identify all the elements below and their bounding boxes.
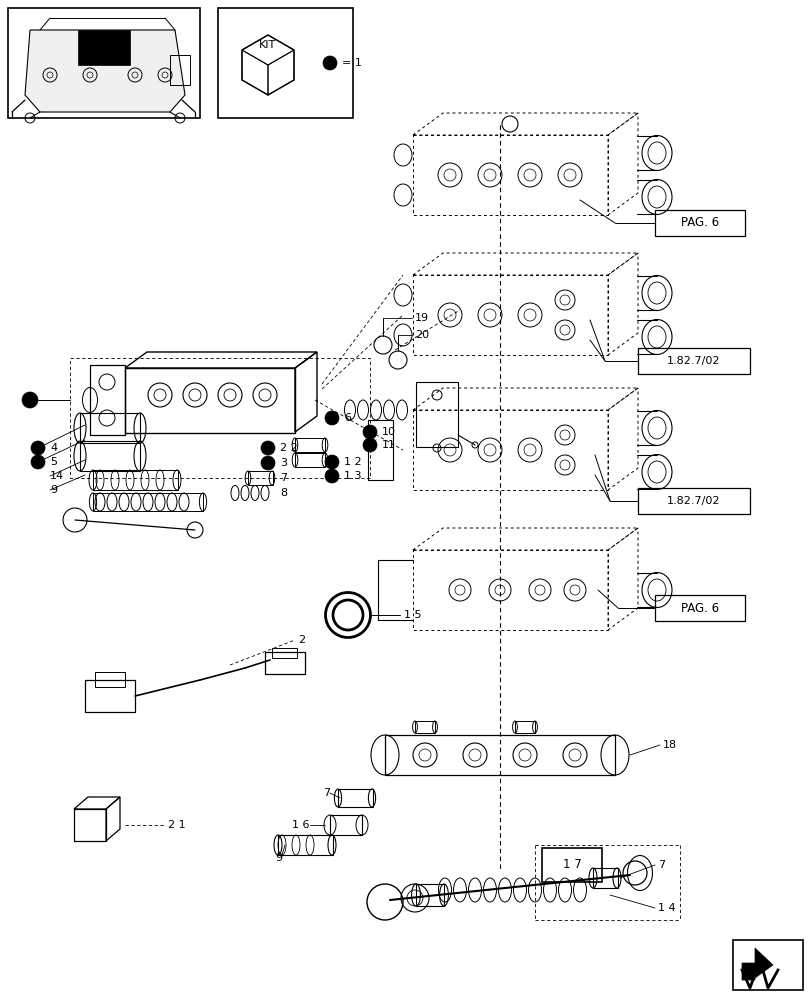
Text: 9: 9	[275, 853, 281, 863]
Text: 7: 7	[657, 860, 664, 870]
Bar	[217, 8, 353, 118]
Circle shape	[260, 456, 275, 470]
Bar	[637, 348, 749, 374]
Bar	[74, 809, 106, 841]
Polygon shape	[741, 948, 772, 980]
Text: 18: 18	[663, 740, 676, 750]
Bar	[264, 652, 305, 674]
Bar	[413, 550, 607, 630]
Bar	[415, 884, 444, 906]
Text: KIT: KIT	[259, 40, 277, 50]
Bar	[247, 471, 272, 485]
Circle shape	[324, 411, 338, 425]
Bar	[337, 789, 372, 807]
Bar	[93, 493, 203, 511]
Bar	[413, 275, 607, 355]
Bar	[125, 368, 294, 433]
Bar	[294, 453, 324, 467]
Bar	[637, 488, 749, 514]
Bar	[413, 410, 607, 490]
Text: 6: 6	[344, 413, 350, 423]
Circle shape	[363, 425, 376, 439]
Circle shape	[363, 438, 376, 452]
Bar	[294, 438, 324, 452]
Text: 2 1: 2 1	[168, 820, 186, 830]
Text: 1 6: 1 6	[292, 820, 310, 830]
Text: PAG. 6: PAG. 6	[680, 601, 719, 614]
Bar	[384, 735, 614, 775]
Bar	[80, 413, 139, 443]
Text: 20: 20	[414, 330, 428, 340]
Text: 1.82.7/02: 1.82.7/02	[667, 356, 720, 366]
Polygon shape	[78, 30, 130, 65]
Bar	[169, 55, 190, 85]
Bar	[415, 382, 457, 447]
Text: PAG. 6: PAG. 6	[680, 217, 719, 230]
Bar	[732, 940, 802, 990]
Text: 7: 7	[280, 473, 287, 483]
Bar	[8, 8, 200, 118]
Text: 1 2: 1 2	[344, 457, 361, 467]
Bar	[80, 441, 139, 471]
Bar	[93, 470, 178, 490]
Bar	[329, 815, 362, 835]
Circle shape	[22, 392, 38, 408]
Bar	[95, 672, 125, 687]
Bar	[272, 648, 297, 658]
Circle shape	[324, 455, 338, 469]
Bar	[592, 868, 617, 888]
Text: 7: 7	[323, 788, 329, 798]
Bar	[541, 848, 601, 882]
Bar	[654, 595, 744, 621]
Text: 5: 5	[50, 457, 57, 467]
Text: 4: 4	[50, 443, 57, 453]
Text: 2 2: 2 2	[280, 443, 298, 453]
Circle shape	[324, 469, 338, 483]
Text: = 1: = 1	[341, 58, 362, 68]
Bar	[514, 721, 534, 733]
Bar	[414, 721, 435, 733]
Bar	[654, 210, 744, 236]
Circle shape	[260, 441, 275, 455]
Text: 1 5: 1 5	[404, 610, 421, 620]
Bar	[85, 680, 135, 712]
Text: 19: 19	[414, 313, 428, 323]
Circle shape	[31, 441, 45, 455]
Text: 1 3: 1 3	[344, 471, 361, 481]
Bar	[70, 358, 370, 478]
Text: 1 7: 1 7	[562, 858, 581, 871]
Text: 10: 10	[381, 427, 396, 437]
Polygon shape	[25, 30, 185, 112]
Bar	[90, 365, 125, 435]
Text: 9: 9	[50, 485, 57, 495]
Circle shape	[31, 455, 45, 469]
Bar	[413, 135, 607, 215]
Text: 1 4: 1 4	[657, 903, 675, 913]
Text: 2: 2	[298, 635, 305, 645]
Text: 14: 14	[50, 471, 64, 481]
Text: 1.82.7/02: 1.82.7/02	[667, 496, 720, 506]
Bar	[277, 835, 333, 855]
Circle shape	[323, 56, 337, 70]
Text: 11: 11	[381, 440, 396, 450]
Text: 3: 3	[280, 458, 286, 468]
Text: 8: 8	[280, 488, 287, 498]
